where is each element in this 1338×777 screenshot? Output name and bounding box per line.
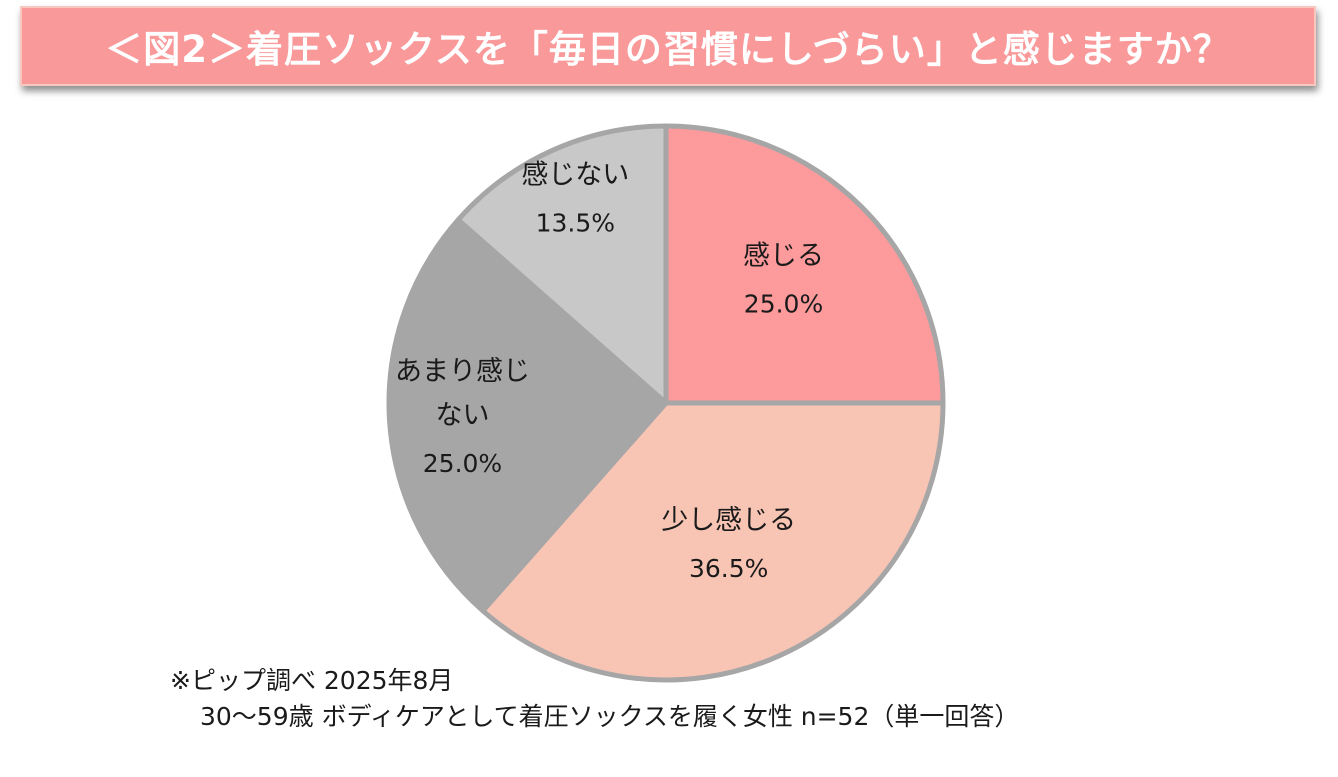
slice-label: 感じない [521,159,629,190]
pie-slice [663,123,946,406]
pie-slice [480,400,946,683]
chart-title: ＜図2＞着圧ソックスを「毎日の習慣にしづらい」と感じますか？ [105,28,1231,71]
slice-label: 少し感じる [661,505,796,536]
slice-label: 感じる [743,240,824,271]
slice-label-group: 感じる 25.0% [743,240,824,318]
pie-slice [455,123,669,406]
slice-label: ない [435,400,489,431]
slice-value-label: 36.5% [689,554,768,583]
title-banner: ＜図2＞着圧ソックスを「毎日の習慣にしづらい」と感じますか？ [20,6,1316,86]
slice-value-label: 13.5% [536,208,615,237]
slice-label: あまり感じ [395,356,530,387]
source-line-2: 30〜59歳 ボディケアとして着圧ソックスを履く女性 n=52（単一回答） [200,702,1020,731]
source-note: ※ピップ調べ 2025年8月 30〜59歳 ボディケアとして着圧ソックスを履く女… [170,663,1019,735]
slice-value-label: 25.0% [744,289,823,318]
slice-label-group: 感じない 13.5% [521,159,629,237]
slice-value-label: 25.0% [423,449,502,478]
source-line-1: ※ピップ調べ 2025年8月 [170,666,454,695]
slice-label-group: 少し感じる 36.5% [661,505,796,583]
pie-slice [386,217,669,614]
